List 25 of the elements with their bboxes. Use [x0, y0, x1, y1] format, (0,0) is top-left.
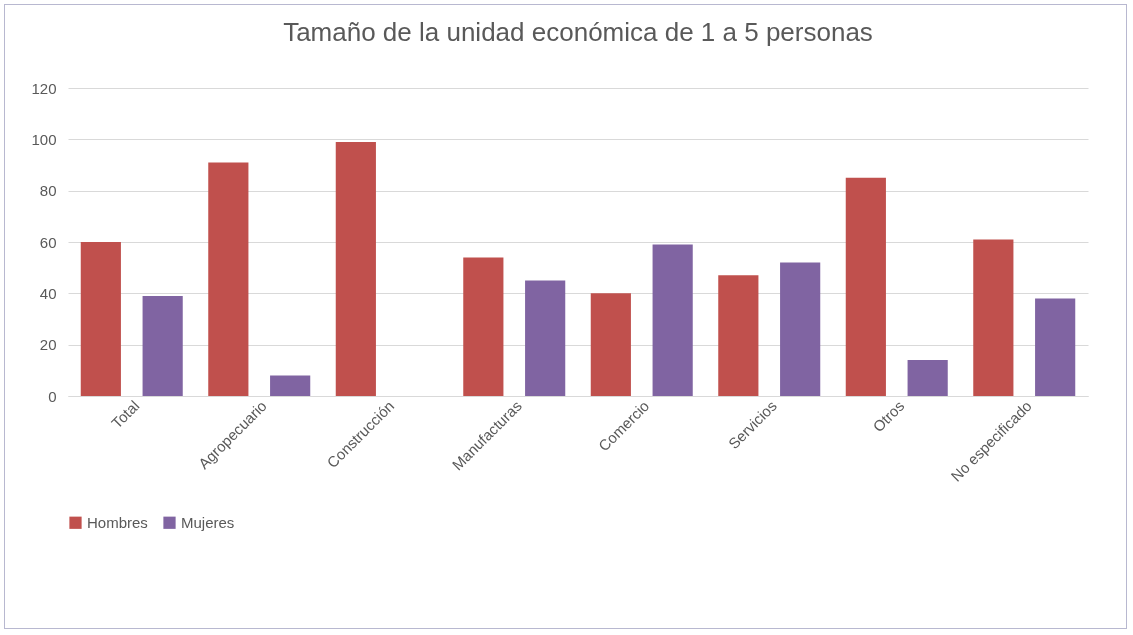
bar — [718, 275, 759, 396]
bar — [142, 295, 183, 396]
y-tick-label: 80 — [39, 182, 57, 200]
y-tick-label: 40 — [39, 284, 57, 302]
y-tick-label: 20 — [39, 336, 57, 354]
bar — [335, 141, 376, 396]
bar — [652, 244, 693, 396]
bar — [780, 262, 821, 396]
bar — [845, 177, 886, 396]
bar — [907, 360, 948, 396]
y-tick-label: 0 — [48, 387, 57, 405]
chart-title: Tamaño de la unidad económica de 1 a 5 personas — [283, 17, 873, 47]
bar — [525, 280, 566, 396]
y-tick-label: 60 — [39, 233, 57, 251]
bar — [270, 375, 311, 396]
y-tick-label: 100 — [31, 130, 57, 148]
y-tick-label: 120 — [31, 79, 57, 97]
bar — [590, 293, 631, 396]
bar — [463, 257, 504, 396]
bar — [80, 242, 121, 396]
bar — [973, 239, 1014, 396]
legend-label: Hombres — [87, 513, 148, 531]
bar — [208, 162, 249, 396]
legend-label: Mujeres — [181, 513, 235, 531]
bar — [1035, 298, 1076, 396]
